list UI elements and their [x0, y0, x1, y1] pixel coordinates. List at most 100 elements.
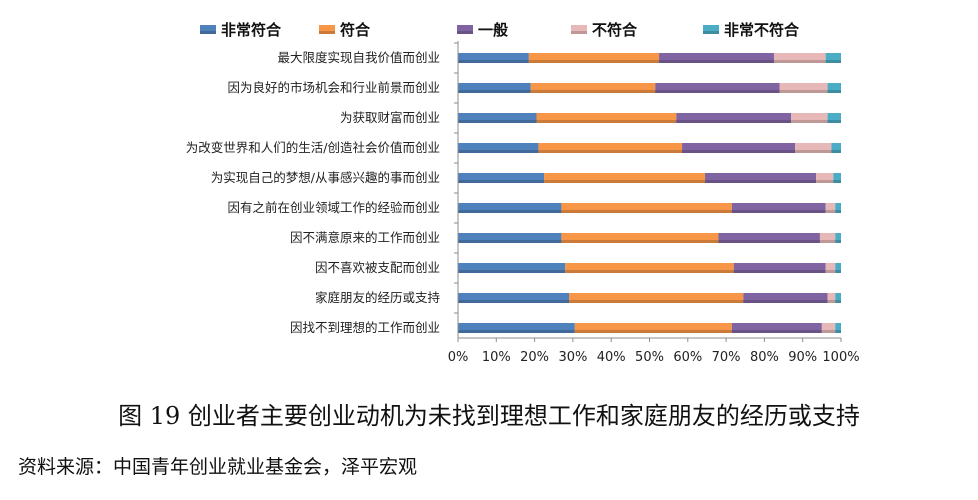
legend-swatch-shade — [703, 31, 719, 34]
bar-segment-shade — [561, 210, 732, 213]
bar-segment-fill — [659, 53, 774, 63]
legend-swatch — [200, 25, 216, 34]
legend-swatch-shade — [457, 31, 473, 34]
bar-segment-fill — [733, 263, 826, 273]
legend-label: 非常不符合 — [724, 21, 800, 39]
bar-segment-shade — [718, 240, 820, 243]
bar-segment-shade — [835, 300, 841, 303]
bar-segment-fill — [833, 173, 841, 183]
bar-segment-fill — [530, 83, 656, 93]
bar-segment-shade — [565, 270, 734, 273]
legend-label: 非常符合 — [221, 21, 282, 39]
x-tick-labels: 0% 10% 20% 30% 40% 50% 60% 70% 80% 90% 100% — [448, 338, 860, 365]
bar-segment — [743, 293, 828, 303]
bar-segment — [458, 173, 545, 183]
bar-segment-shade — [731, 330, 822, 333]
bar-segment-fill — [795, 143, 832, 153]
bar-segment-shade — [676, 120, 792, 123]
bar-segment — [705, 173, 817, 183]
bar-segment-fill — [731, 203, 826, 213]
bar-segment — [773, 53, 826, 63]
bar-segment — [528, 53, 660, 63]
bar-segment — [538, 143, 683, 153]
bar-segment — [835, 323, 841, 333]
bar-segment-fill — [458, 113, 537, 123]
bar-segment — [676, 113, 792, 123]
legend-swatch — [571, 25, 587, 34]
bar-segment-fill — [561, 233, 719, 243]
bar-segment-shade — [528, 60, 660, 63]
category-label: 因有之前在创业领域工作的经验而创业 — [227, 200, 440, 215]
bar-segment-fill — [458, 83, 531, 93]
figure-caption: 图 19 创业者主要创业动机为未找到理想工作和家庭朋友的经历或支持 — [118, 402, 860, 430]
bar-segment-fill — [458, 233, 562, 243]
bar-segment — [835, 203, 841, 213]
bar-segment — [544, 173, 706, 183]
stacked-bar-chart: 非常符合 符合 一般 不符合 非常不符合 最大限度实现自我价值而创业因为良好的市场机会和… — [186, 21, 860, 365]
bar-segment-shade — [530, 90, 656, 93]
bar-segment — [458, 83, 531, 93]
bar-segment — [682, 143, 796, 153]
bar-segment — [458, 203, 562, 213]
bar-segment-fill — [458, 143, 539, 153]
bar-segment-shade — [743, 300, 828, 303]
legend-item: 一般 — [457, 21, 508, 39]
bar-segment — [458, 263, 566, 273]
category-label: 为获取财富而创业 — [340, 110, 440, 125]
legend-item: 不符合 — [571, 21, 638, 39]
bar-segment-shade — [795, 150, 832, 153]
bar-segment — [458, 53, 529, 63]
bar-segment-fill — [718, 233, 820, 243]
category-label: 因为良好的市场机会和行业前景而创业 — [227, 80, 440, 95]
legend-item: 非常不符合 — [703, 21, 800, 39]
category-label: 最大限度实现自我价值而创业 — [277, 50, 440, 65]
bar-segment-fill — [655, 83, 780, 93]
bar-segment-fill — [574, 323, 732, 333]
x-tick-label: 40% — [597, 350, 626, 365]
bar-segment-fill — [682, 143, 796, 153]
x-tick-label: 60% — [673, 350, 702, 365]
bar-segment — [458, 143, 539, 153]
bar-segment-shade — [791, 120, 828, 123]
bar-segment — [565, 263, 734, 273]
bar-segment-shade — [458, 240, 562, 243]
x-tick-label: 30% — [558, 350, 587, 365]
bar-segment — [835, 293, 841, 303]
bar-segment-fill — [536, 113, 677, 123]
bar-segment-shade — [835, 210, 841, 213]
bar-segment-fill — [773, 53, 826, 63]
bar-segment — [816, 173, 834, 183]
bar-segment-fill — [835, 263, 841, 273]
legend-item: 符合 — [319, 21, 371, 39]
bar-segment-fill — [458, 293, 570, 303]
bar-segment-shade — [835, 270, 841, 273]
bar-segment-fill — [835, 233, 841, 243]
bar-segment — [827, 113, 841, 123]
bar-segment-shade — [831, 150, 841, 153]
bar-segment — [827, 293, 836, 303]
bar-segment-fill — [743, 293, 828, 303]
bar-segment — [536, 113, 677, 123]
bar-segment-shade — [779, 90, 828, 93]
bar-segment-shade — [682, 150, 796, 153]
bar-segment-fill — [569, 293, 744, 303]
bar-segment-shade — [458, 180, 545, 183]
bar-segment — [827, 83, 841, 93]
bar-segment-fill — [835, 323, 841, 333]
bar-segment-shade — [458, 330, 575, 333]
bar-segment — [733, 263, 826, 273]
bar-segment-shade — [773, 60, 826, 63]
bar-segment-shade — [825, 210, 836, 213]
x-tick-label: 90% — [788, 350, 817, 365]
bar-segment — [833, 173, 841, 183]
legend-swatch-shade — [200, 31, 216, 34]
bar-segment-fill — [561, 203, 732, 213]
bar-segment — [731, 323, 822, 333]
bar-segment-shade — [733, 270, 826, 273]
bar-segment-shade — [835, 330, 841, 333]
x-tick-label: 20% — [520, 350, 549, 365]
bar-segment — [718, 233, 820, 243]
bar-segment-fill — [565, 263, 734, 273]
bar-segment-fill — [676, 113, 792, 123]
bar-segment — [835, 263, 841, 273]
